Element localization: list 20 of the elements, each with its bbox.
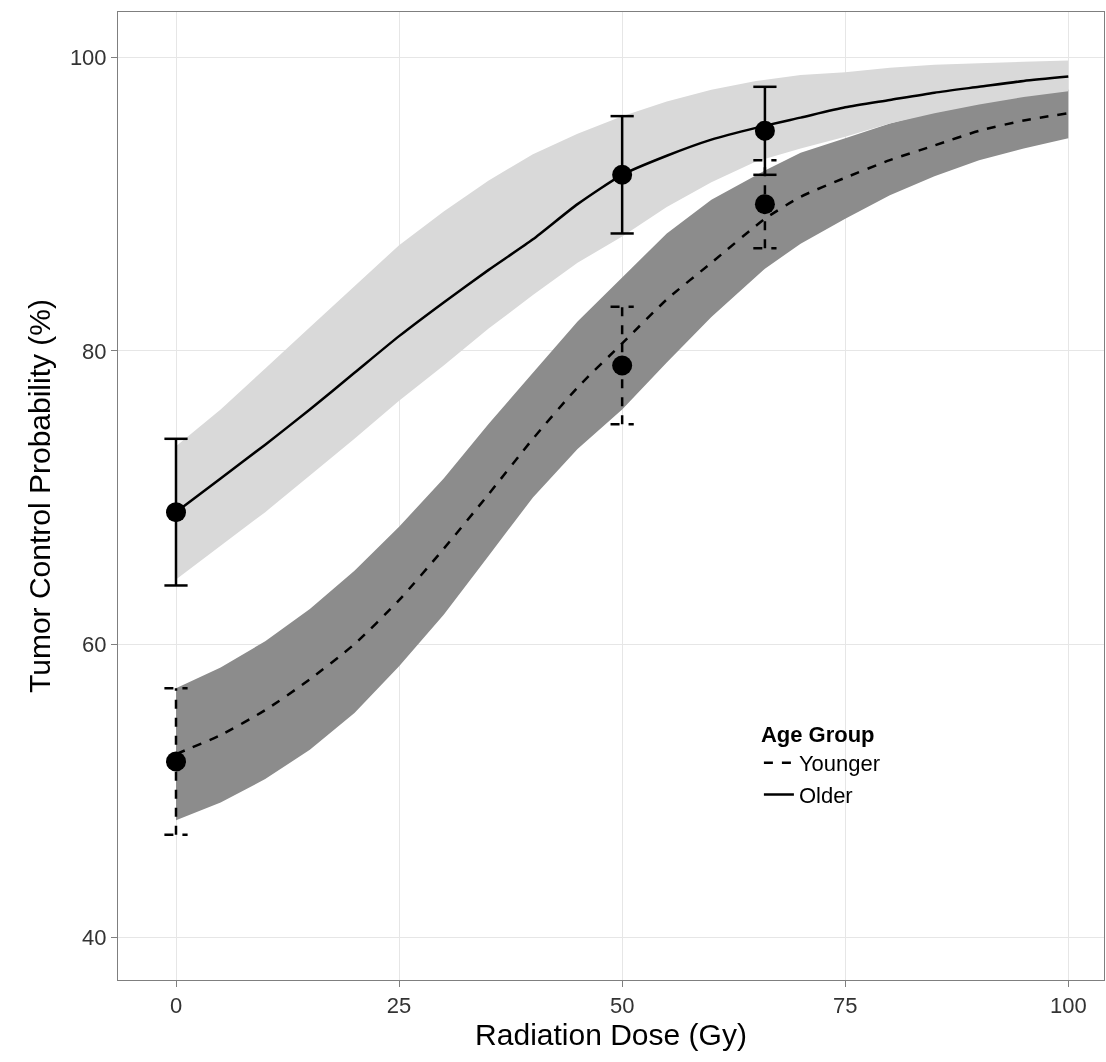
y-tick-label: 40 (82, 925, 107, 951)
point (612, 355, 633, 376)
legend-title: Age Group (760, 722, 875, 748)
point (754, 120, 775, 141)
point (166, 502, 186, 523)
x-tick-label: 75 (832, 993, 858, 1019)
x-tick-label: 50 (609, 993, 635, 1019)
y-tick-label: 80 (82, 338, 107, 364)
point (754, 194, 775, 215)
point (166, 751, 186, 772)
y-tick-label: 100 (69, 45, 107, 71)
point (612, 164, 633, 185)
legend-label: Younger (798, 751, 881, 777)
x-axis-title: Radiation Dose (Gy) (475, 1018, 747, 1052)
x-tick-label: 100 (1049, 993, 1087, 1019)
y-axis-title: Tumor Control Probability (%) (22, 299, 56, 693)
legend-label: Older (798, 783, 853, 809)
x-tick-label: 25 (386, 993, 412, 1019)
y-tick-label: 60 (82, 631, 107, 657)
x-tick-label: 0 (169, 993, 183, 1019)
